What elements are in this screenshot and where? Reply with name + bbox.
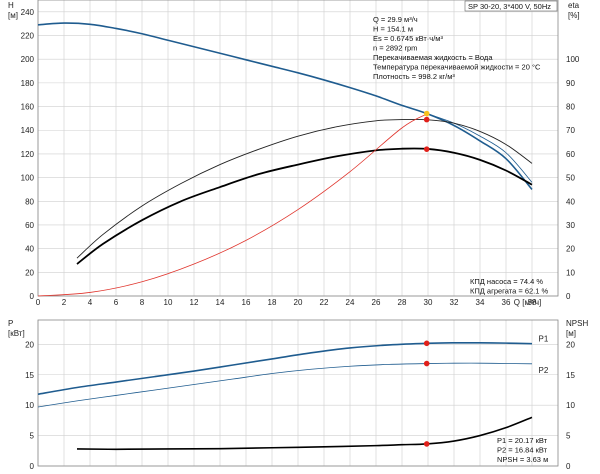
y-left-tick-label: 80 — [25, 197, 34, 206]
y-left-axis-label: H — [8, 1, 14, 10]
duty-point-marker — [423, 441, 430, 447]
y-right-tick-label: 10 — [566, 268, 575, 277]
duty-info-line: H = 154.1 м — [373, 25, 413, 34]
duty-info-line: Es = 0.6745 кВт·ч/м³ — [373, 34, 443, 43]
title-box — [464, 0, 558, 12]
series-line-p1 — [37, 341, 533, 396]
duty-info-line: Q = 29.9 м³/ч — [373, 15, 418, 24]
y-right-tick-label: 20 — [566, 245, 575, 254]
x-tick-label: 4 — [88, 298, 93, 307]
p-axis-unit: [кВт] — [8, 329, 25, 338]
npsh-axis-tick-label: 15 — [566, 371, 575, 380]
y-right-tick-label: 60 — [566, 150, 575, 159]
y-right-tick-label: 50 — [566, 174, 575, 183]
y-right-tick-label: 100 — [566, 55, 580, 64]
power-readout: P1 = 20.17 кВт — [497, 436, 548, 445]
x-tick-label: 22 — [320, 298, 329, 307]
npsh-axis-label: NPSH — [566, 319, 588, 328]
x-tick-label: 12 — [190, 298, 199, 307]
p-axis-tick-label: 10 — [25, 401, 34, 410]
plot-frame — [37, 0, 559, 297]
p-axis-tick-label: 15 — [25, 371, 34, 380]
y-left-tick-label: 40 — [25, 245, 34, 254]
head-efficiency-panel: 0204060801001201401601802002202400102030… — [8, 0, 580, 307]
series-line-system-curve — [37, 113, 429, 297]
npsh-axis-tick-label: 20 — [566, 340, 575, 349]
x-tick-label: 16 — [242, 298, 251, 307]
x-tick-label: 8 — [140, 298, 145, 307]
y-right-axis-unit: [%] — [568, 11, 580, 20]
y-right-tick-label: 40 — [566, 197, 575, 206]
y-left-tick-label: 120 — [21, 150, 35, 159]
x-tick-label: 32 — [450, 298, 459, 307]
x-tick-label: 14 — [216, 298, 225, 307]
x-tick-label: 24 — [346, 298, 355, 307]
series-label-p1: P1 — [539, 335, 549, 344]
x-tick-label: 18 — [268, 298, 277, 307]
p-axis-tick-label: 20 — [25, 340, 34, 349]
series-line-p2 — [37, 362, 533, 408]
p-axis-tick-label: 0 — [30, 462, 35, 471]
npsh-axis-tick-label: 0 — [566, 462, 571, 471]
npsh-axis-tick-label: 10 — [566, 401, 575, 410]
p-axis-label: P — [8, 319, 13, 328]
duty-info-line: Температура перекачиваемой жидкости = 20… — [373, 63, 541, 72]
duty-point-marker — [423, 116, 430, 123]
npsh-axis-unit: [м] — [566, 329, 576, 338]
power-readout: NPSH = 3.63 м — [497, 455, 548, 464]
series-line-eta-aggregate — [76, 147, 533, 265]
x-tick-label: 2 — [62, 298, 67, 307]
duty-info-line: n = 2892 rpm — [373, 44, 417, 53]
y-left-tick-label: 180 — [21, 79, 35, 88]
series-line-npsh — [76, 416, 533, 451]
x-axis-label: Q [м³/ч] — [514, 298, 541, 307]
series-line-eta-pump — [76, 118, 533, 259]
y-right-tick-label: 90 — [566, 79, 575, 88]
y-left-tick-label: 140 — [21, 126, 35, 135]
series-line-h — [37, 22, 533, 190]
y-left-tick-label: 240 — [21, 8, 35, 17]
y-left-tick-label: 160 — [21, 103, 35, 112]
y-left-tick-label: 200 — [21, 55, 35, 64]
y-right-tick-label: 0 — [566, 292, 571, 301]
x-tick-label: 0 — [36, 298, 41, 307]
duty-point-marker — [423, 360, 430, 367]
duty-point-marker — [423, 340, 430, 347]
plot-frame — [37, 319, 559, 467]
y-right-tick-label: 70 — [566, 126, 575, 135]
x-tick-label: 34 — [476, 298, 485, 307]
y-right-tick-label: 80 — [566, 103, 575, 112]
efficiency-readout: КПД агрегата = 62.1 % — [470, 287, 548, 296]
y-left-tick-label: 0 — [30, 292, 35, 301]
x-tick-label: 28 — [398, 298, 407, 307]
series-label-p2: P2 — [539, 366, 549, 375]
efficiency-readout: КПД насоса = 74.4 % — [470, 277, 543, 286]
y-left-tick-label: 20 — [25, 268, 34, 277]
y-right-tick-label: 30 — [566, 221, 575, 230]
duty-info-line: Перекачиваемая жидкость = Вода — [373, 53, 493, 62]
y-left-axis-unit: [м] — [8, 11, 18, 20]
power-readout: P2 = 16.84 кВт — [497, 446, 548, 455]
power-npsh-panel: 0 5 10 15 20 0 5 10 15 20 P[кВт] NPSH[м] P1 P2 P1 = 20… — [8, 319, 588, 471]
x-tick-label: 26 — [372, 298, 381, 307]
duty-point-marker — [423, 146, 430, 152]
duty-info-line: Плотность = 998.2 кг/м³ — [373, 72, 455, 81]
x-tick-label: 6 — [114, 298, 119, 307]
chart-title: SP 30-20, 3*400 V, 50Hz — [468, 2, 551, 11]
x-tick-label: 20 — [294, 298, 303, 307]
y-right-axis-label: eta — [568, 1, 580, 10]
x-tick-label: 38 — [528, 298, 537, 307]
y-left-tick-label: 100 — [21, 174, 35, 183]
p-axis-tick-label: 5 — [30, 432, 35, 441]
npsh-axis-tick-label: 5 — [566, 432, 571, 441]
x-tick-label: 10 — [164, 298, 173, 307]
duty-point-marker — [423, 110, 430, 117]
x-tick-label: 36 — [502, 298, 511, 307]
y-left-tick-label: 60 — [25, 221, 34, 230]
x-tick-label: 30 — [424, 298, 433, 307]
y-left-tick-label: 220 — [21, 32, 35, 41]
